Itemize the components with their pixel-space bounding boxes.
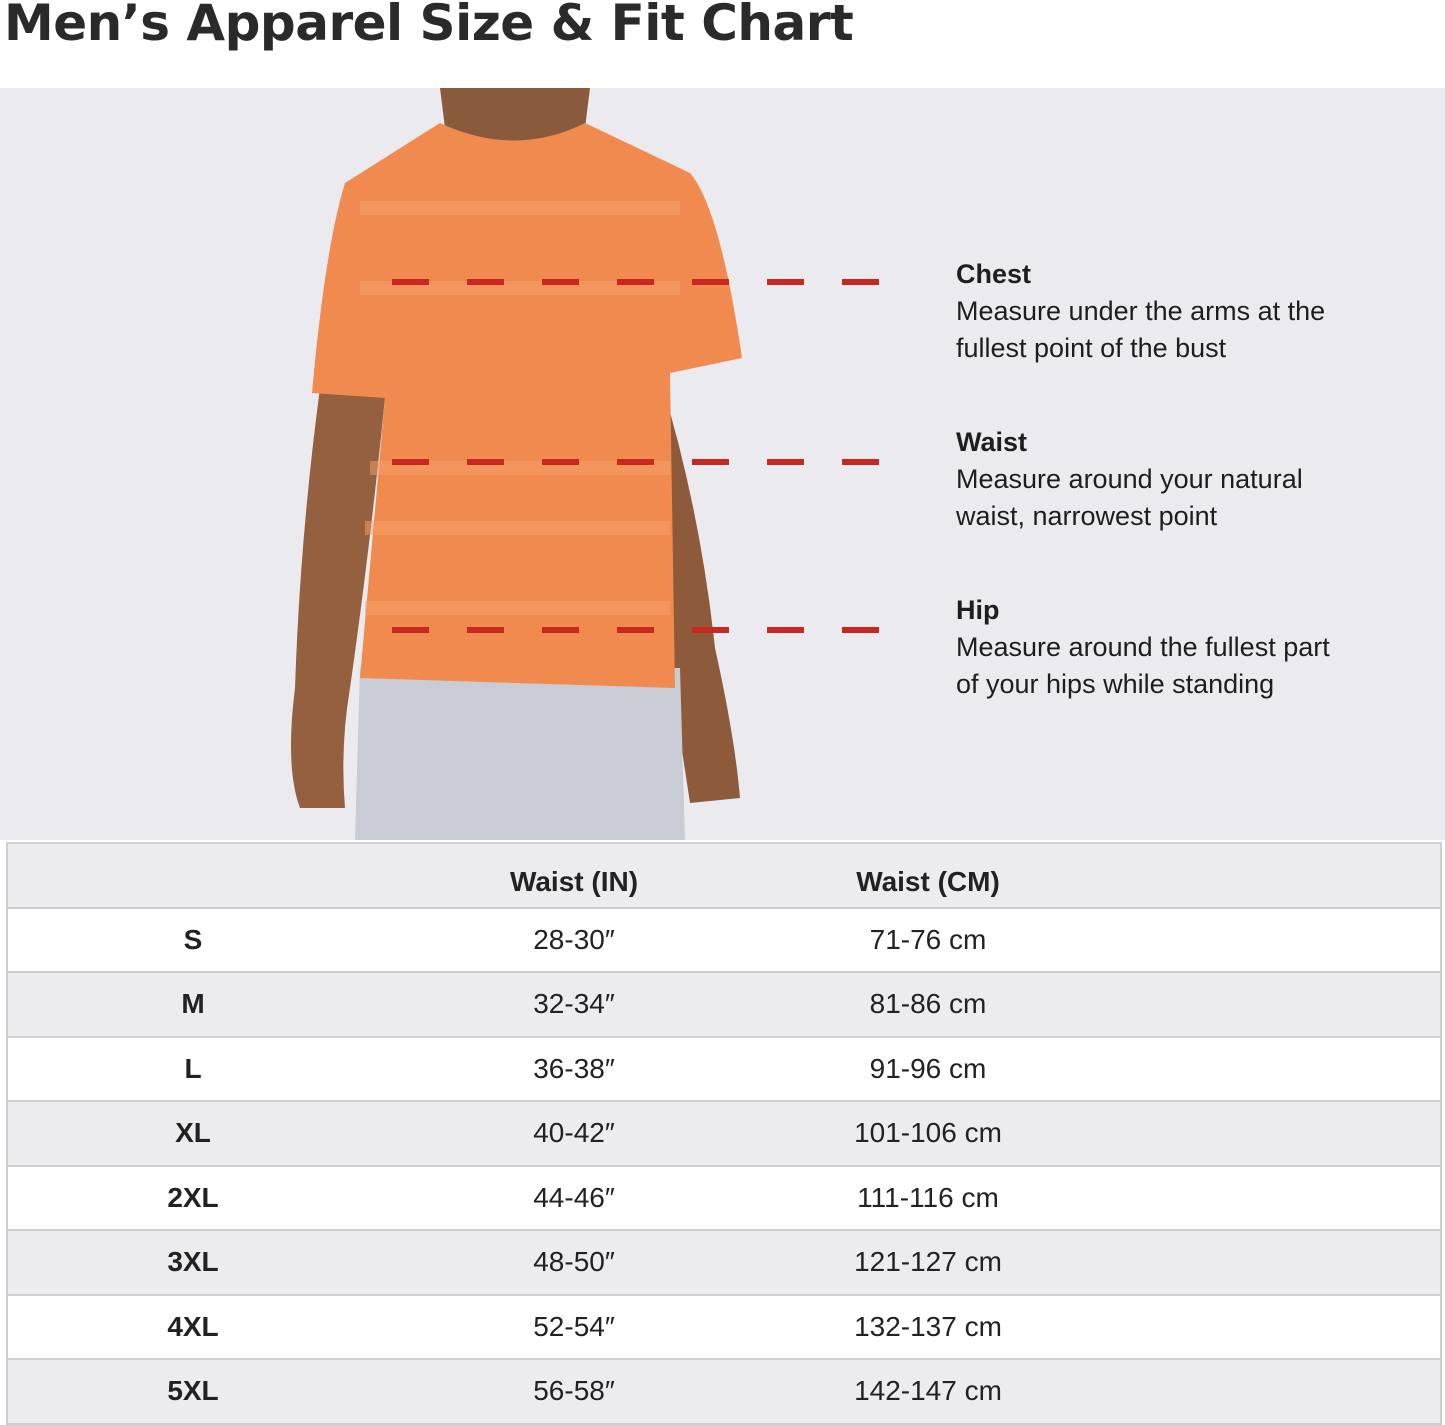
chest-heading: Chest — [956, 259, 1032, 289]
size-table: Waist (IN) Waist (CM) S 28-30″ 71-76 cm M 32… — [6, 842, 1442, 1425]
waist-desc-1: Measure around your natural — [956, 464, 1303, 494]
cell-waist-in: 56-58″ — [533, 1375, 615, 1407]
cell-waist-in: 44-46″ — [533, 1181, 615, 1213]
waist-heading: Waist — [956, 427, 1028, 457]
cell-waist-cm: 81-86 cm — [869, 988, 987, 1020]
cell-waist-in: 52-54″ — [533, 1310, 615, 1342]
hip-heading: Hip — [956, 595, 1000, 625]
cell-size: M — [181, 988, 205, 1020]
table-row: S 28-30″ 71-76 cm — [8, 908, 1440, 973]
table-header: Waist (IN) Waist (CM) — [8, 844, 1440, 909]
model-photo — [291, 88, 916, 840]
cell-size: XL — [175, 1117, 211, 1149]
chest-label: Chest Measure under the arms at the full… — [956, 256, 1325, 367]
table-row: XL 40-42″ 101-106 cm — [8, 1102, 1440, 1167]
table-row: 5XL 56-58″ 142-147 cm — [8, 1360, 1440, 1425]
model-photo-area — [0, 88, 1445, 840]
table-row: L 36-38″ 91-96 cm — [8, 1037, 1440, 1102]
page-title: Men’s Apparel Size & Fit Chart — [4, 0, 854, 52]
cell-size: 3XL — [167, 1246, 219, 1278]
hip-label: Hip Measure around the fullest part of y… — [956, 592, 1330, 703]
cell-waist-in: 32-34″ — [533, 988, 615, 1020]
cell-waist-cm: 111-116 cm — [857, 1181, 999, 1213]
cell-waist-cm: 142-147 cm — [854, 1375, 1002, 1407]
hip-desc-2: of your hips while standing — [956, 669, 1275, 699]
header-size — [93, 844, 293, 907]
hip-desc-1: Measure around the fullest part — [956, 632, 1330, 662]
cell-size: 4XL — [167, 1310, 219, 1342]
header-waist-cm: Waist (CM) — [856, 866, 1000, 898]
waist-desc-2: waist, narrowest point — [956, 501, 1218, 531]
cell-size: 2XL — [167, 1181, 219, 1213]
cell-waist-in: 36-38″ — [533, 1052, 615, 1084]
table-row: 3XL 48-50″ 121-127 cm — [8, 1231, 1440, 1296]
chest-desc-2: fullest point of the bust — [956, 333, 1227, 363]
table-row: 4XL 52-54″ 132-137 cm — [8, 1295, 1440, 1360]
cell-waist-in: 40-42″ — [533, 1117, 615, 1149]
table-row: 2XL 44-46″ 111-116 cm — [8, 1166, 1440, 1231]
cell-waist-cm: 71-76 cm — [869, 923, 987, 955]
cell-waist-cm: 132-137 cm — [854, 1310, 1002, 1342]
waist-label: Waist Measure around your natural waist,… — [956, 424, 1303, 535]
table-row: M 32-34″ 81-86 cm — [8, 973, 1440, 1038]
cell-waist-cm: 121-127 cm — [854, 1246, 1002, 1278]
chest-desc-1: Measure under the arms at the — [956, 296, 1326, 326]
cell-waist-in: 28-30″ — [533, 923, 615, 955]
cell-size: 5XL — [167, 1375, 219, 1407]
cell-size: L — [184, 1052, 202, 1084]
cell-size: S — [183, 923, 203, 955]
cell-waist-cm: 101-106 cm — [854, 1117, 1002, 1149]
cell-waist-in: 48-50″ — [533, 1246, 615, 1278]
cell-waist-cm: 91-96 cm — [869, 1052, 987, 1084]
header-waist-in: Waist (IN) — [509, 866, 639, 898]
